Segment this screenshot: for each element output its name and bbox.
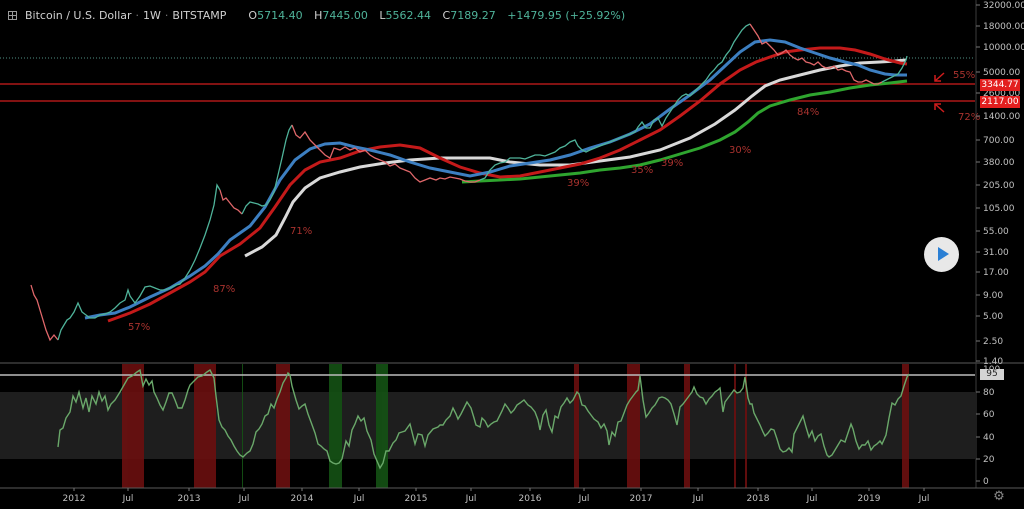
price-tick: 2.50 (983, 337, 1003, 347)
drawdown-label-35: 35% (631, 165, 653, 176)
time-tick: Jul (238, 494, 250, 504)
price-tick: 2600.00 (983, 89, 1020, 99)
exchange: BITSTAMP (172, 9, 227, 22)
drawdown-label-84: 84% (797, 107, 819, 118)
price-tick: 1.40 (983, 357, 1003, 367)
arrow-55-icon (934, 72, 945, 82)
price-tick: 5000.00 (983, 68, 1020, 78)
drawdown-label-39b: 39% (661, 158, 683, 169)
rsi-tick: 60 (983, 410, 995, 420)
price-tick: 31.00 (983, 248, 1009, 258)
drawdown-label-71: 71% (290, 226, 312, 237)
ma-red-line (107, 46, 908, 323)
rsi-overbought-bands (122, 364, 909, 488)
time-tick: 2016 (519, 494, 542, 504)
price-tick: 9.00 (983, 291, 1003, 301)
time-tick: Jul (918, 494, 930, 504)
open-value: 5714.40 (257, 9, 303, 22)
price-tag-2117: 2117.00 (980, 96, 1020, 108)
interval[interactable]: 1W (143, 9, 161, 22)
drawdown-label-87: 87% (213, 284, 235, 295)
time-tick: Jul (122, 494, 134, 504)
change-value: +1479.95 (+25.92%) (507, 9, 626, 22)
close-label: C (442, 9, 451, 22)
time-tick: 2015 (405, 494, 428, 504)
drawdown-label-57: 57% (128, 322, 150, 333)
time-tick: 2014 (291, 494, 314, 504)
low-label: L (379, 9, 386, 22)
time-tick: 2019 (858, 494, 881, 504)
time-tick: 2013 (178, 494, 201, 504)
price-axis[interactable]: 32000.00 18000.00 10000.00 5000.00 2600.… (976, 1, 1024, 367)
time-tick: 2018 (747, 494, 770, 504)
rsi-tick: 20 (983, 455, 995, 465)
ohlc-values: O5714.40 H7445.00 L5562.44 C7189.27 +147… (248, 9, 625, 22)
arrow-72-icon (934, 103, 945, 113)
price-tick: 105.00 (983, 204, 1015, 214)
rsi-tick: 0 (983, 477, 989, 487)
close-value: 7189.27 (450, 9, 496, 22)
time-tick: Jul (353, 494, 365, 504)
time-tick: 2017 (630, 494, 653, 504)
price-candles (30, 23, 908, 342)
expand-icon[interactable] (8, 11, 17, 20)
time-tick: Jul (692, 494, 704, 504)
high-label: H (314, 9, 323, 22)
symbol-legend: Bitcoin / U.S. Dollar · 1W · BITSTAMP O5… (8, 9, 625, 22)
price-tick: 55.00 (983, 227, 1009, 237)
time-tick: 2012 (63, 494, 86, 504)
rsi-axis[interactable]: 100 80 60 40 20 0 (976, 365, 1000, 487)
price-tick: 10000.00 (983, 43, 1024, 53)
rsi-tick: 80 (983, 388, 995, 398)
price-tick: 700.00 (983, 136, 1015, 146)
price-tick: 17.00 (983, 268, 1009, 278)
rsi-line (57, 368, 910, 470)
gear-icon[interactable]: ⚙ (993, 489, 1005, 504)
price-tick: 1400.00 (983, 112, 1020, 122)
rsi-current-tag: 95 (980, 369, 1004, 380)
price-tick: 32000.00 (983, 1, 1024, 11)
low-value: 5562.44 (385, 9, 432, 22)
separator: · (164, 9, 169, 22)
play-button[interactable] (924, 237, 959, 272)
price-tag-3344: 3344.77 (980, 79, 1020, 91)
price-tick: 5.00 (983, 312, 1003, 322)
time-tick: Jul (578, 494, 590, 504)
time-tick: Jul (806, 494, 818, 504)
price-tick: 205.00 (983, 181, 1015, 191)
price-tick: 18000.00 (983, 22, 1024, 32)
support-label-72: 72% (958, 112, 980, 123)
time-tick: Jul (465, 494, 477, 504)
ma-green-line (461, 79, 908, 184)
symbol-name[interactable]: Bitcoin / U.S. Dollar (25, 9, 132, 22)
price-tick: 380.00 (983, 158, 1015, 168)
high-value: 7445.00 (322, 9, 368, 22)
support-label-55: 55% (953, 70, 975, 81)
separator: · (135, 9, 140, 22)
rsi-tick: 40 (983, 433, 995, 443)
drawdown-label-39a: 39% (567, 178, 589, 189)
ma-blue-line (84, 38, 907, 320)
time-axis[interactable]: 2012 Jul 2013 Jul 2014 Jul 2015 Jul 2016… (63, 488, 930, 504)
drawdown-label-30: 30% (729, 145, 751, 156)
open-label: O (248, 9, 258, 22)
